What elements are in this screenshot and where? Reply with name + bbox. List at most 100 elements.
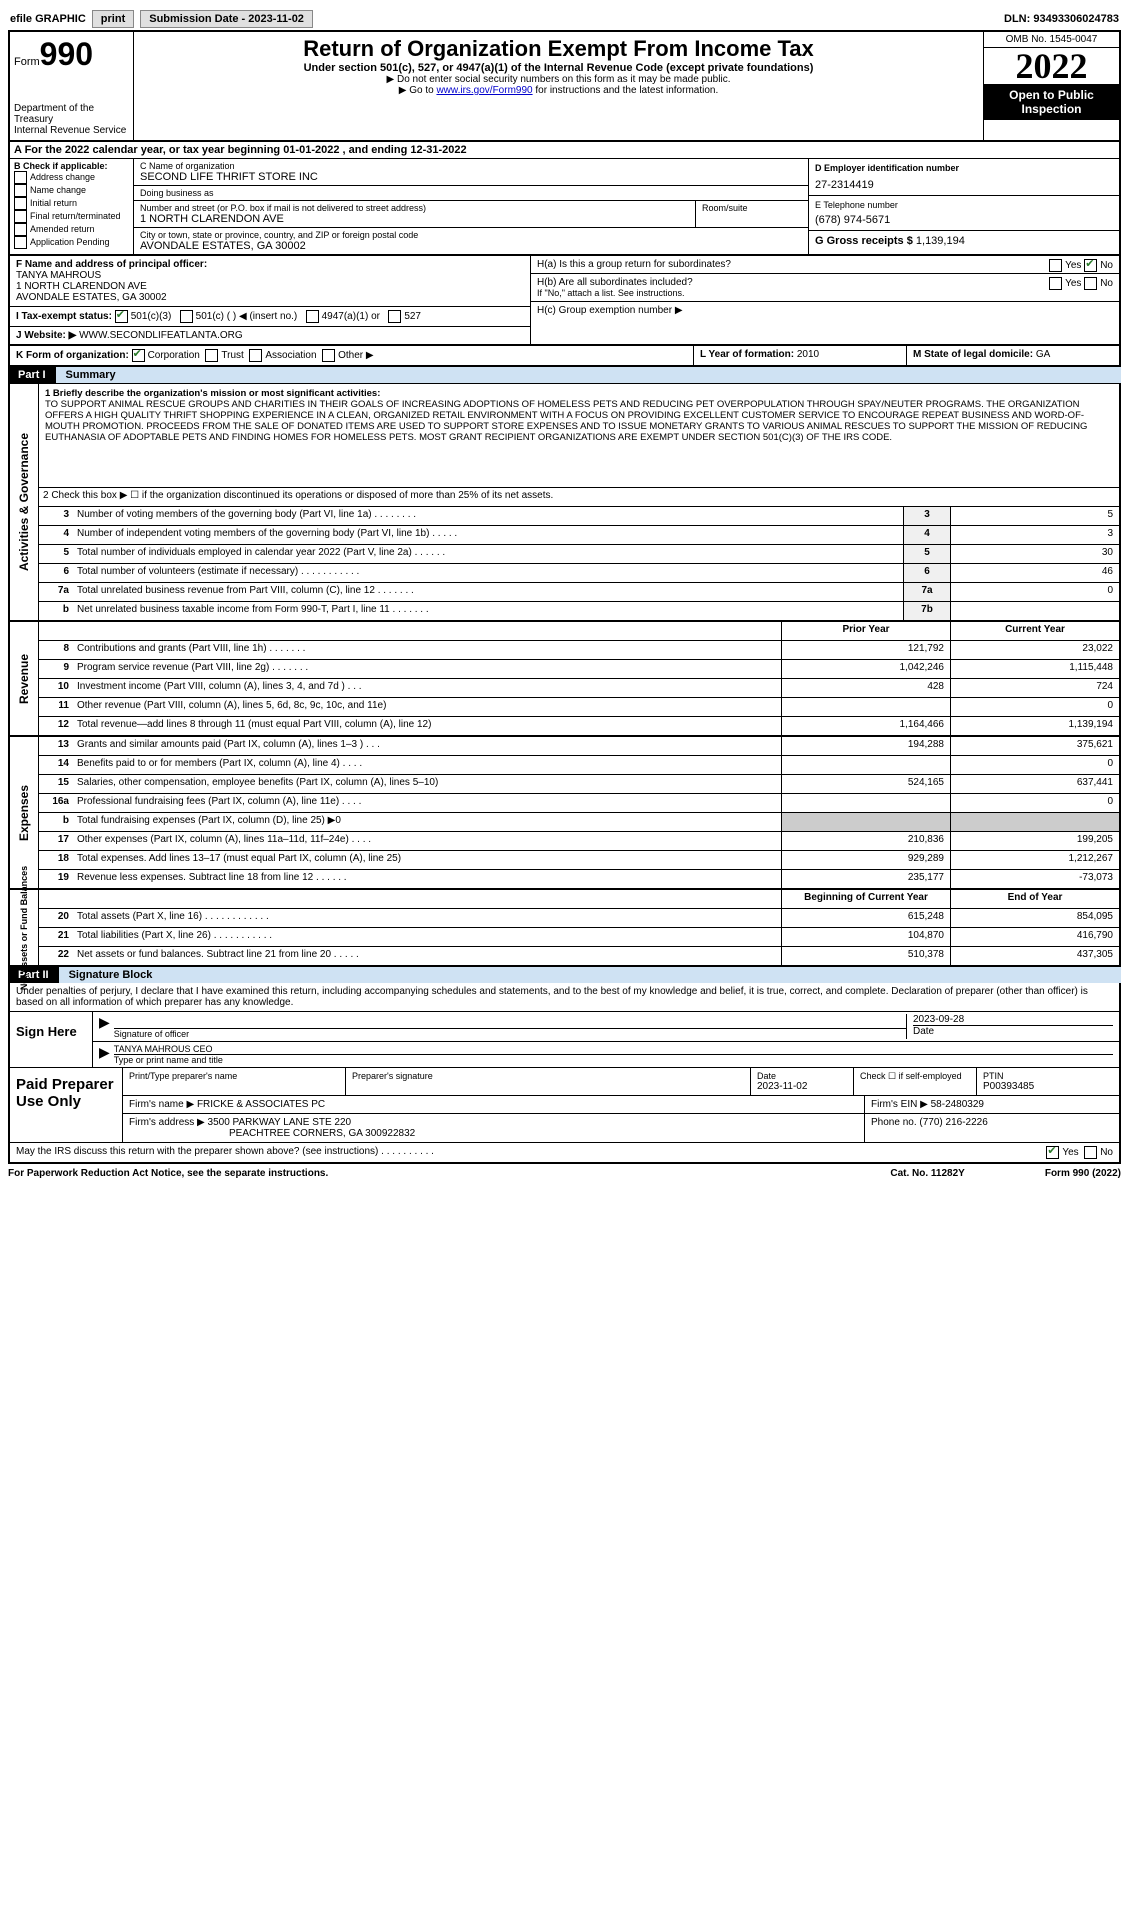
declaration-text: Under penalties of perjury, I declare th… bbox=[10, 983, 1119, 1012]
arrow-icon: ▶ bbox=[99, 1014, 110, 1039]
table-row: 3Number of voting members of the governi… bbox=[39, 507, 1119, 526]
paid-preparer-label: Paid Preparer Use Only bbox=[10, 1068, 123, 1142]
dept-label: Department of the Treasury Internal Reve… bbox=[14, 103, 129, 136]
check-final-return[interactable]: Final return/terminated bbox=[14, 210, 129, 223]
check-4947[interactable] bbox=[306, 310, 319, 323]
website-row: J Website: ▶ WWW.SECONDLIFEATLANTA.ORG bbox=[10, 327, 530, 344]
table-row: 8Contributions and grants (Part VIII, li… bbox=[39, 641, 1119, 660]
check-application-pending[interactable]: Application Pending bbox=[14, 236, 129, 249]
website-value: WWW.SECONDLIFEATLANTA.ORG bbox=[79, 330, 243, 341]
part2-label: Part II bbox=[8, 967, 59, 983]
part1-label: Part I bbox=[8, 367, 56, 383]
check-501c[interactable] bbox=[180, 310, 193, 323]
mission-block: 1 Briefly describe the organization's mi… bbox=[39, 384, 1119, 487]
table-row: 11Other revenue (Part VIII, column (A), … bbox=[39, 698, 1119, 717]
officer-block: F Name and address of principal officer:… bbox=[10, 256, 530, 307]
sig-name: TANYA MAHROUS CEO bbox=[114, 1044, 1113, 1054]
table-row: 19Revenue less expenses. Subtract line 1… bbox=[39, 870, 1119, 888]
ein-label: D Employer identification number bbox=[815, 163, 1113, 173]
check-corporation[interactable] bbox=[132, 349, 145, 362]
ptin-value: P00393485 bbox=[983, 1081, 1113, 1092]
dba-label: Doing business as bbox=[140, 188, 802, 198]
form-title: Return of Organization Exempt From Incom… bbox=[142, 36, 975, 62]
submission-date-button[interactable]: Submission Date - 2023-11-02 bbox=[140, 10, 313, 28]
addr-label: Number and street (or P.O. box if mail i… bbox=[140, 203, 689, 213]
note-ssn: ▶ Do not enter social security numbers o… bbox=[142, 74, 975, 85]
hb-yes[interactable] bbox=[1049, 277, 1062, 290]
arrow-icon: ▶ bbox=[99, 1044, 110, 1065]
check-name-change[interactable]: Name change bbox=[14, 184, 129, 197]
table-row: 14Benefits paid to or for members (Part … bbox=[39, 756, 1119, 775]
dln-label: DLN: 93493306024783 bbox=[1004, 13, 1119, 25]
city-value: AVONDALE ESTATES, GA 30002 bbox=[140, 240, 802, 252]
side-governance: Activities & Governance bbox=[17, 433, 31, 571]
check-527[interactable] bbox=[388, 310, 401, 323]
sig-name-label: Type or print name and title bbox=[114, 1054, 1113, 1065]
room-label: Room/suite bbox=[702, 203, 802, 213]
side-revenue: Revenue bbox=[17, 653, 31, 703]
table-row: 15Salaries, other compensation, employee… bbox=[39, 775, 1119, 794]
phone-label: E Telephone number bbox=[815, 200, 1113, 210]
check-initial-return[interactable]: Initial return bbox=[14, 197, 129, 210]
ha-yes[interactable] bbox=[1049, 259, 1062, 272]
tax-exempt-status: I Tax-exempt status: 501(c)(3) 501(c) ( … bbox=[10, 307, 530, 327]
firm-addr2: PEACHTREE CORNERS, GA 300922832 bbox=[229, 1128, 415, 1139]
check-other[interactable] bbox=[322, 349, 335, 362]
ein-value: 27-2314419 bbox=[815, 179, 1113, 191]
table-row: 22Net assets or fund balances. Subtract … bbox=[39, 947, 1119, 965]
prep-check-label: Check ☐ if self-employed bbox=[860, 1071, 970, 1082]
table-row: 6Total number of volunteers (estimate if… bbox=[39, 564, 1119, 583]
discuss-no[interactable] bbox=[1084, 1146, 1097, 1159]
group-return-row: H(a) Is this a group return for subordin… bbox=[531, 256, 1119, 274]
efile-label: efile GRAPHIC bbox=[10, 13, 86, 25]
city-label: City or town, state or province, country… bbox=[140, 230, 802, 240]
form-number: Form990 bbox=[14, 36, 129, 73]
prep-sig-label: Preparer's signature bbox=[352, 1071, 744, 1081]
print-button[interactable]: print bbox=[92, 10, 134, 28]
prior-year-header: Prior Year bbox=[781, 622, 950, 640]
check-association[interactable] bbox=[249, 349, 262, 362]
date-label: Date bbox=[913, 1025, 1113, 1037]
check-501c3[interactable] bbox=[115, 310, 128, 323]
table-row: 7aTotal unrelated business revenue from … bbox=[39, 583, 1119, 602]
table-row: 16aProfessional fundraising fees (Part I… bbox=[39, 794, 1119, 813]
table-row: bNet unrelated business taxable income f… bbox=[39, 602, 1119, 620]
state-domicile: M State of legal domicile: GA bbox=[907, 346, 1119, 365]
begin-year-header: Beginning of Current Year bbox=[781, 890, 950, 908]
table-row: 18Total expenses. Add lines 13–17 (must … bbox=[39, 851, 1119, 870]
ha-no[interactable] bbox=[1084, 259, 1097, 272]
current-year-header: Current Year bbox=[950, 622, 1119, 640]
irs-link[interactable]: www.irs.gov/Form990 bbox=[436, 85, 532, 96]
firm-phone-label: Phone no. bbox=[871, 1117, 917, 1128]
prep-date-label: Date bbox=[757, 1071, 847, 1081]
org-name-label: C Name of organization bbox=[140, 161, 802, 171]
firm-name: FRICKE & ASSOCIATES PC bbox=[197, 1099, 325, 1110]
table-row: 13Grants and similar amounts paid (Part … bbox=[39, 737, 1119, 756]
gross-receipts-label: G Gross receipts $ bbox=[815, 235, 913, 247]
phone-value: (678) 974-5671 bbox=[815, 214, 1113, 226]
org-name: SECOND LIFE THRIFT STORE INC bbox=[140, 171, 802, 183]
sign-here-label: Sign Here bbox=[10, 1012, 93, 1067]
table-row: bTotal fundraising expenses (Part IX, co… bbox=[39, 813, 1119, 832]
note-link: ▶ Go to www.irs.gov/Form990 for instruct… bbox=[142, 85, 975, 96]
form-subtitle: Under section 501(c), 527, or 4947(a)(1)… bbox=[142, 62, 975, 74]
check-amended-return[interactable]: Amended return bbox=[14, 223, 129, 236]
box-b-label: B Check if applicable: bbox=[14, 161, 129, 171]
table-row: 17Other expenses (Part IX, column (A), l… bbox=[39, 832, 1119, 851]
table-row: 12Total revenue—add lines 8 through 11 (… bbox=[39, 717, 1119, 735]
check-address-change[interactable]: Address change bbox=[14, 171, 129, 184]
tax-year: 2022 bbox=[984, 48, 1119, 84]
discuss-yes[interactable] bbox=[1046, 1146, 1059, 1159]
prep-name-label: Print/Type preparer's name bbox=[129, 1071, 339, 1081]
table-row: 21Total liabilities (Part X, line 26) . … bbox=[39, 928, 1119, 947]
end-year-header: End of Year bbox=[950, 890, 1119, 908]
year-formation: L Year of formation: 2010 bbox=[694, 346, 907, 365]
form-of-org: K Form of organization: Corporation Trus… bbox=[10, 346, 694, 365]
line-2: 2 Check this box ▶ ☐ if the organization… bbox=[39, 488, 1119, 506]
gross-receipts-value: 1,139,194 bbox=[916, 235, 965, 247]
hb-no[interactable] bbox=[1084, 277, 1097, 290]
sig-officer-label: Signature of officer bbox=[114, 1028, 906, 1039]
check-trust[interactable] bbox=[205, 349, 218, 362]
firm-addr-label: Firm's address ▶ bbox=[129, 1117, 205, 1128]
firm-name-label: Firm's name ▶ bbox=[129, 1099, 194, 1110]
